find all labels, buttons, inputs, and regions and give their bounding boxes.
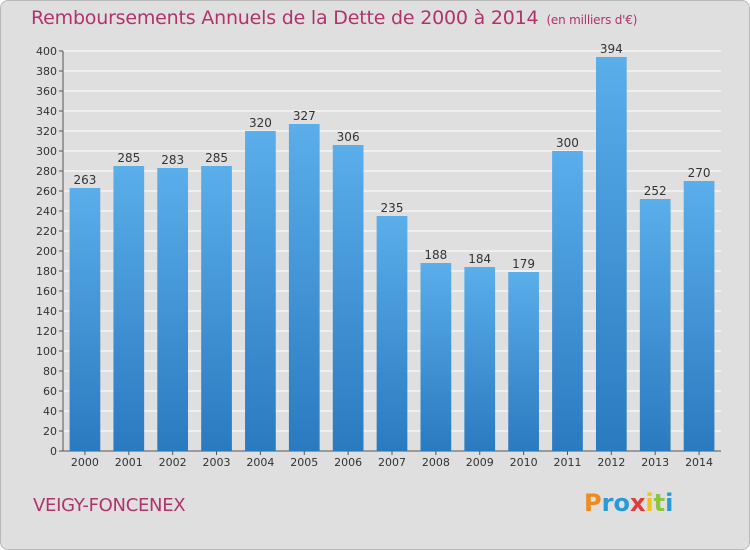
y-tick-label: 60	[43, 385, 57, 398]
logo-letter: i	[665, 489, 674, 517]
bar-2008	[420, 263, 452, 451]
chart-subtitle: (en milliers d'€)	[546, 13, 638, 27]
bar-2005	[288, 124, 320, 451]
data-label-2000: 263	[73, 173, 96, 187]
data-label-2010: 179	[512, 257, 535, 271]
data-label-2012: 394	[600, 42, 623, 56]
y-tick-label: 120	[36, 325, 57, 338]
x-tick-label-2000: 2000	[71, 456, 99, 469]
logo-letter: i	[645, 489, 654, 517]
data-label-2004: 320	[249, 116, 272, 130]
y-tick-label: 40	[43, 405, 57, 418]
y-tick-label: 280	[36, 165, 57, 178]
y-tick-label: 240	[36, 205, 57, 218]
data-label-2005: 327	[293, 109, 316, 123]
y-tick-label: 100	[36, 345, 57, 358]
y-tick-label: 20	[43, 425, 57, 438]
bar-2011	[552, 151, 583, 451]
bar-2007	[376, 216, 408, 451]
bar-2006	[332, 145, 364, 451]
data-label-2007: 235	[381, 201, 404, 215]
commune-name: VEIGY-FONCENEX	[33, 495, 186, 516]
y-tick-label: 380	[36, 65, 57, 78]
y-tick-label: 160	[36, 285, 57, 298]
x-tick-label-2004: 2004	[246, 456, 274, 469]
data-labels: 263 285 283 285 320 327 306 235 188 184 179 300 394 2…	[73, 42, 710, 271]
data-label-2008: 188	[424, 248, 447, 262]
x-tick-label-2001: 2001	[115, 456, 143, 469]
data-label-2011: 300	[556, 136, 579, 150]
bar-2012	[595, 57, 627, 451]
x-tick-label-2009: 2009	[466, 456, 494, 469]
chart-title: Remboursements Annuels de la Dette de 20…	[31, 7, 637, 29]
bar-2004	[245, 131, 276, 451]
bar-2001	[113, 166, 145, 451]
y-tick-label: 180	[36, 265, 57, 278]
logo-letter: x	[629, 489, 646, 517]
y-tick-label: 400	[36, 45, 57, 58]
y-tick-label: 140	[36, 305, 57, 318]
y-tick-label: 220	[36, 225, 57, 238]
data-label-2002: 283	[161, 153, 184, 167]
logo-letter: r	[601, 489, 614, 517]
axes: 0 20 40 60 80 100 120 140 160 180 200 220 240 260 280 3…	[36, 45, 721, 469]
x-tick-label-2011: 2011	[553, 456, 581, 469]
data-label-2009: 184	[468, 252, 491, 266]
y-tick-label: 360	[36, 85, 57, 98]
data-label-2006: 306	[337, 130, 360, 144]
chart-title-text: Remboursements Annuels de la Dette de 20…	[31, 7, 539, 29]
x-tick-label-2010: 2010	[510, 456, 538, 469]
data-label-2001: 285	[117, 151, 140, 165]
bar-2000	[69, 188, 101, 451]
y-tick-label: 200	[36, 245, 57, 258]
y-tick-label: 320	[36, 125, 57, 138]
bar-2009	[464, 267, 496, 451]
logo-letter: t	[653, 489, 666, 517]
logo-letter: P	[584, 489, 602, 517]
bar-2013	[639, 199, 671, 451]
x-tick-label-2013: 2013	[641, 456, 669, 469]
y-tick-label: 300	[36, 145, 57, 158]
bars	[69, 57, 715, 451]
x-tick-label-2008: 2008	[422, 456, 450, 469]
x-tick-label-2014: 2014	[685, 456, 713, 469]
y-tick-label: 260	[36, 185, 57, 198]
proxiti-logo[interactable]: Proxiti	[584, 489, 673, 517]
bar-2014	[683, 181, 715, 451]
data-label-2003: 285	[205, 151, 228, 165]
y-tick-label: 340	[36, 105, 57, 118]
x-tick-label-2005: 2005	[290, 456, 318, 469]
data-label-2014: 270	[688, 166, 711, 180]
x-tick-label-2012: 2012	[597, 456, 625, 469]
bar-2003	[201, 166, 232, 451]
y-tick-label: 80	[43, 365, 57, 378]
logo-letter: o	[613, 489, 630, 517]
bar-2010	[508, 272, 539, 451]
x-tick-label-2007: 2007	[378, 456, 406, 469]
x-tick-label-2006: 2006	[334, 456, 362, 469]
bar-2002	[157, 168, 189, 451]
x-tick-label-2003: 2003	[203, 456, 231, 469]
data-label-2013: 252	[644, 184, 667, 198]
x-tick-label-2002: 2002	[159, 456, 187, 469]
y-tick-label: 0	[50, 445, 57, 458]
